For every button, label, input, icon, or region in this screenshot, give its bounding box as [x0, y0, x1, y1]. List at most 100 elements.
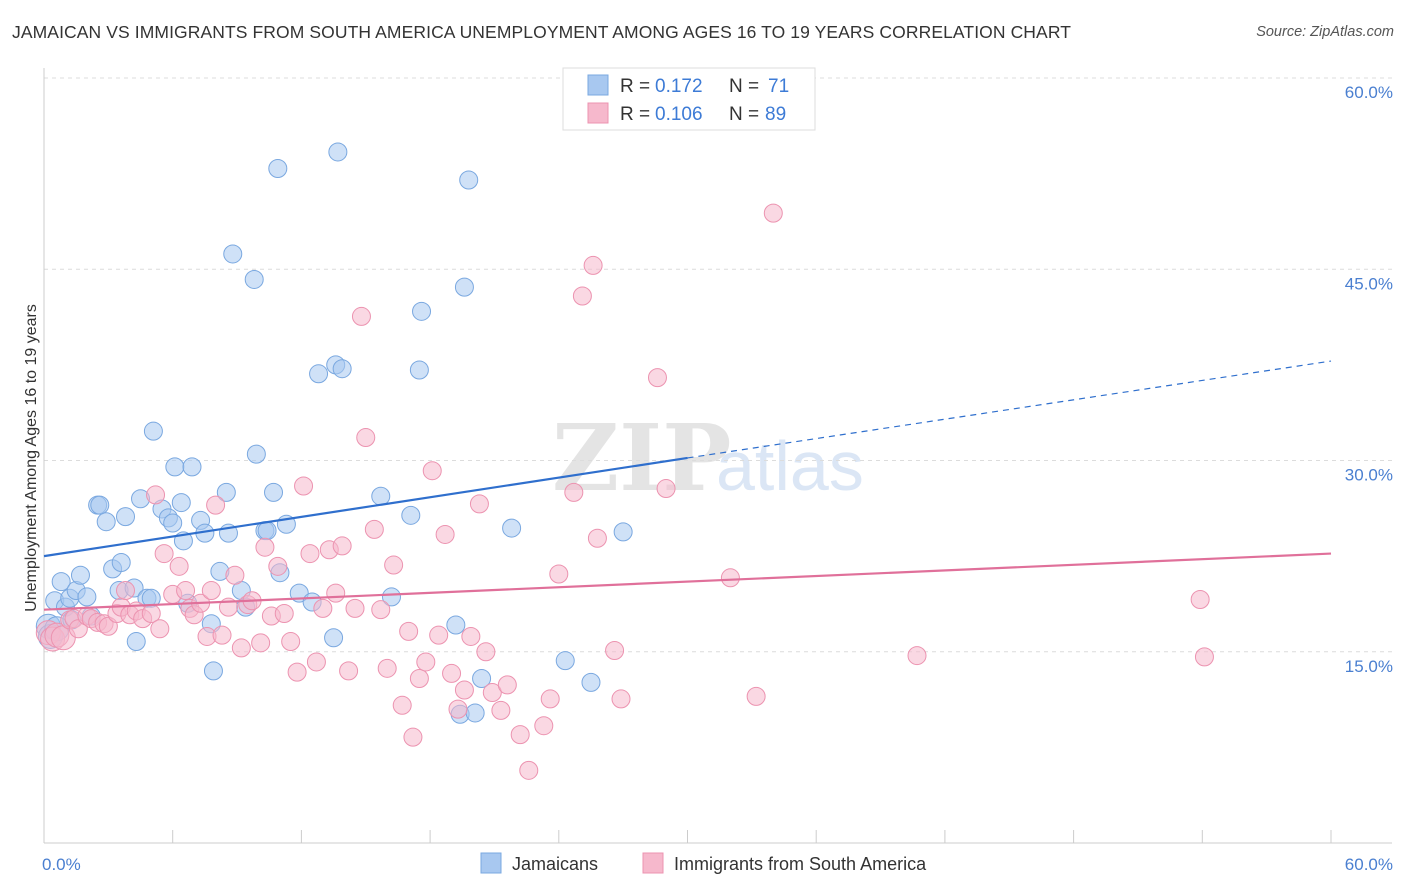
point-immigrants [763, 203, 783, 223]
legend-n-label-2: N = [729, 104, 759, 125]
point-immigrants [294, 476, 314, 496]
point-jamaicans [309, 364, 329, 384]
point-immigrants [356, 428, 376, 448]
point-immigrants [583, 255, 603, 275]
point-jamaicans [216, 482, 236, 502]
legend-n-label-1: N = [729, 76, 759, 97]
point-immigrants [1194, 647, 1214, 667]
point-immigrants [403, 727, 423, 747]
bottom-legend-swatch-immigrants [642, 852, 664, 874]
point-immigrants [510, 725, 530, 745]
bottom-legend-immigrants: Immigrants from South America [674, 854, 927, 874]
series-legend: Jamaicans Immigrants from South America [480, 852, 927, 874]
point-jamaicans [171, 493, 191, 513]
point-immigrants [399, 621, 419, 641]
point-immigrants [429, 625, 449, 645]
y-tick-label: 60.0% [1345, 83, 1393, 102]
point-immigrants [377, 658, 397, 678]
y-axis-title: Unemployment Among Ages 16 to 19 years [23, 304, 40, 612]
point-immigrants [176, 581, 196, 601]
point-immigrants [231, 638, 251, 658]
point-immigrants [442, 663, 462, 683]
point-immigrants [306, 652, 326, 672]
point-immigrants [384, 555, 404, 575]
point-jamaicans [381, 587, 401, 607]
point-immigrants [146, 485, 166, 505]
point-immigrants [392, 695, 412, 715]
point-immigrants [351, 306, 371, 326]
tick-labels: 15.0% 30.0% 45.0% 60.0% 0.0% 60.0% [42, 83, 1393, 874]
point-immigrants [476, 642, 496, 662]
point-jamaicans [51, 572, 71, 592]
point-jamaicans [246, 444, 266, 464]
point-immigrants [605, 640, 625, 660]
point-jamaicans [332, 359, 352, 379]
point-immigrants [611, 689, 631, 709]
watermark: ZIP atlas [552, 404, 864, 512]
point-immigrants [656, 479, 676, 499]
legend-r-value-1: 0.172 [655, 76, 703, 97]
gridlines [44, 77, 1392, 653]
bottom-legend-jamaicans: Jamaicans [512, 854, 598, 874]
point-jamaicans [111, 553, 131, 572]
point-jamaicans [328, 142, 348, 162]
point-immigrants [534, 716, 554, 736]
point-immigrants [154, 544, 174, 564]
point-immigrants [469, 494, 489, 514]
point-jamaicans [459, 170, 479, 190]
point-jamaicans [465, 703, 485, 723]
point-immigrants [212, 625, 232, 645]
axes [43, 68, 1392, 844]
point-immigrants [287, 662, 307, 682]
point-jamaicans [454, 277, 474, 297]
y-tick-label: 30.0% [1345, 466, 1393, 485]
legend-n-value-1: 71 [768, 76, 789, 97]
point-jamaicans [446, 615, 466, 635]
point-immigrants [345, 598, 365, 618]
point-jamaicans [581, 672, 601, 692]
point-jamaicans [70, 565, 90, 585]
point-immigrants [519, 760, 539, 780]
point-jamaicans [401, 505, 421, 525]
point-immigrants [448, 699, 468, 719]
point-immigrants [251, 633, 271, 653]
point-immigrants [409, 669, 429, 689]
point-immigrants [169, 556, 189, 576]
point-jamaicans [126, 632, 146, 652]
point-jamaicans [182, 457, 202, 477]
point-immigrants [907, 646, 927, 666]
point-jamaicans [143, 421, 163, 441]
point-jamaicans [502, 518, 522, 538]
point-immigrants [482, 683, 502, 703]
trend-line-immigrants [43, 552, 1332, 611]
point-jamaicans [613, 522, 633, 542]
x-tick-label-min: 0.0% [42, 855, 81, 874]
legend-r-label-1: R = [620, 76, 650, 97]
point-immigrants [116, 581, 136, 601]
point-jamaicans [165, 457, 185, 477]
point-jamaicans [96, 512, 116, 532]
point-jamaicans [223, 244, 243, 264]
point-immigrants [540, 689, 560, 709]
x-tick-label-max: 60.0% [1345, 855, 1393, 874]
point-jamaicans [412, 301, 432, 321]
point-immigrants [454, 680, 474, 700]
point-immigrants [150, 619, 170, 639]
point-immigrants [300, 544, 320, 564]
y-tick-label: 15.0% [1345, 657, 1393, 676]
watermark-atlas: atlas [716, 427, 864, 505]
point-jamaicans [77, 587, 97, 607]
point-immigrants [206, 495, 226, 515]
point-immigrants [549, 564, 569, 584]
point-immigrants [255, 537, 275, 557]
point-jamaicans [555, 651, 575, 671]
y-tick-label: 45.0% [1345, 274, 1393, 293]
point-immigrants [461, 626, 481, 646]
trend-lines [43, 360, 1332, 611]
point-immigrants [326, 583, 346, 603]
correlation-legend: R = 0.172 N = 71 R = 0.106 N = 89 [562, 67, 816, 131]
trend-line-jamaicans-extension [687, 360, 1332, 459]
chart-title: JAMAICAN VS IMMIGRANTS FROM SOUTH AMERIC… [12, 22, 1072, 42]
point-jamaicans [116, 507, 136, 527]
